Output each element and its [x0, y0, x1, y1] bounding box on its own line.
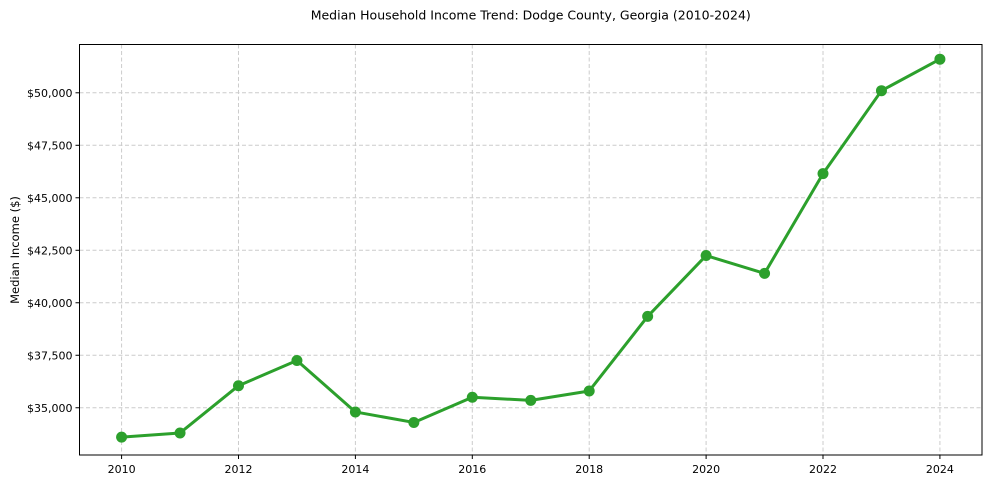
data-point — [759, 267, 771, 279]
x-tick-label: 2020 — [692, 463, 720, 476]
axis-frame — [79, 44, 983, 456]
data-point — [349, 406, 361, 418]
x-tick-label: 2022 — [809, 463, 837, 476]
x-tick-label: 2018 — [575, 463, 603, 476]
data-point — [291, 355, 303, 367]
trend-line — [120, 57, 942, 439]
x-tick-label: 2024 — [926, 463, 954, 476]
x-tick-label: 2016 — [458, 463, 486, 476]
y-tick-label: $35,000 — [27, 402, 73, 415]
data-point — [232, 380, 244, 392]
data-point — [700, 250, 712, 262]
chart-title: Median Household Income Trend: Dodge Cou… — [311, 8, 751, 23]
data-point — [875, 85, 887, 97]
x-tick-label: 2012 — [224, 463, 252, 476]
data-point — [116, 431, 128, 443]
data-point — [934, 53, 946, 65]
y-tick-label: $42,500 — [27, 244, 73, 257]
data-point — [174, 427, 186, 439]
y-tick-label: $47,500 — [27, 139, 73, 152]
x-tick-label: 2010 — [108, 463, 136, 476]
grid-layer — [79, 44, 982, 455]
y-tick-label: $37,500 — [27, 349, 73, 362]
series-layer — [116, 53, 946, 443]
data-point — [466, 391, 478, 403]
y-axis-label: Median Income ($) — [8, 196, 22, 304]
data-point — [525, 394, 537, 406]
y-tick-label: $40,000 — [27, 297, 73, 310]
data-point — [642, 310, 654, 322]
data-point — [583, 385, 595, 397]
data-point — [408, 416, 420, 428]
y-tick-label: $45,000 — [27, 192, 73, 205]
y-tick-label: $50,000 — [27, 87, 73, 100]
data-point — [817, 168, 829, 180]
x-tick-label: 2014 — [341, 463, 369, 476]
axis-layer: 2010 2012 2014 2016 2018 2020 2022 2024 $35,000 $… — [27, 44, 983, 476]
